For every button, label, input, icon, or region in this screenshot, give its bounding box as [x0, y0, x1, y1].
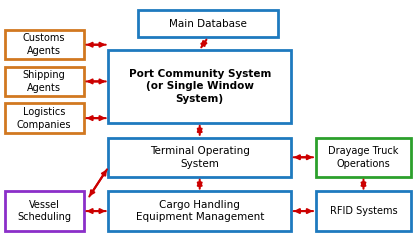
Text: RFID Systems: RFID Systems	[329, 206, 397, 216]
Text: Vessel
Scheduling: Vessel Scheduling	[17, 200, 71, 222]
FancyBboxPatch shape	[138, 11, 278, 37]
FancyBboxPatch shape	[316, 191, 411, 231]
Text: Terminal Operating
System: Terminal Operating System	[150, 146, 250, 169]
FancyBboxPatch shape	[5, 191, 84, 231]
FancyBboxPatch shape	[5, 30, 84, 59]
FancyBboxPatch shape	[316, 138, 411, 177]
Text: Drayage Truck
Operations: Drayage Truck Operations	[328, 146, 399, 169]
Text: Cargo Handling
Equipment Management: Cargo Handling Equipment Management	[136, 200, 264, 222]
Text: Port Community System
(or Single Window
System): Port Community System (or Single Window …	[129, 68, 271, 104]
Text: Main Database: Main Database	[169, 19, 247, 29]
FancyBboxPatch shape	[109, 191, 291, 231]
Text: Shipping
Agents: Shipping Agents	[23, 70, 66, 93]
FancyBboxPatch shape	[109, 50, 291, 123]
Text: Customs
Agents: Customs Agents	[23, 33, 65, 56]
Text: Logistics
Companies: Logistics Companies	[17, 107, 72, 129]
FancyBboxPatch shape	[5, 103, 84, 133]
FancyBboxPatch shape	[5, 67, 84, 96]
FancyBboxPatch shape	[109, 138, 291, 177]
